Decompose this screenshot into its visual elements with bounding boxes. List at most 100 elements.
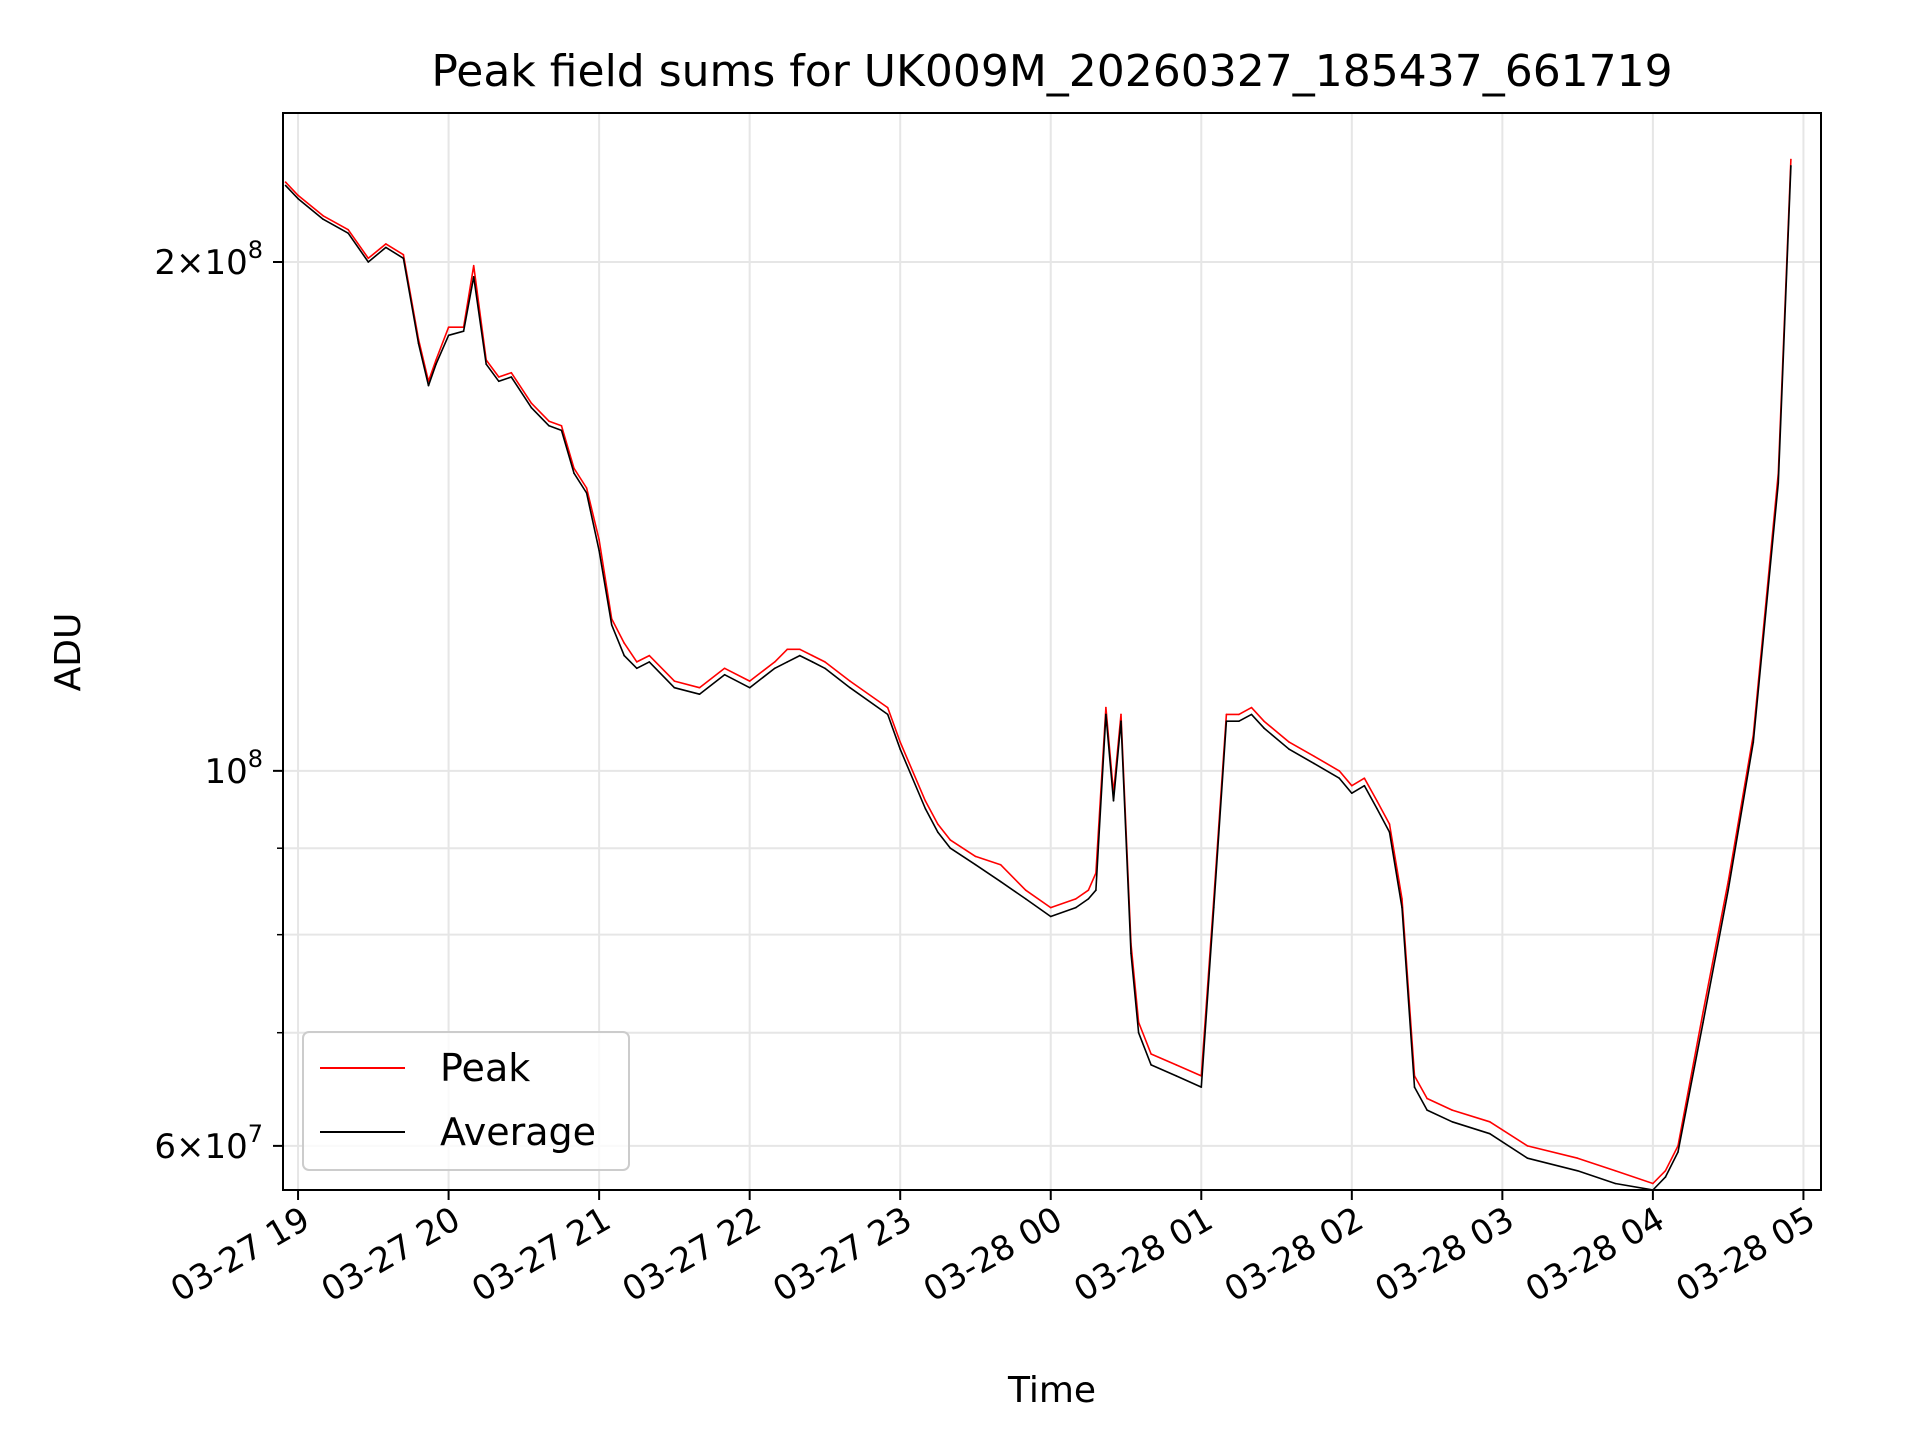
x-tick-label: 03-27 19 bbox=[164, 1199, 316, 1310]
x-axis-title: Time bbox=[1007, 1370, 1096, 1411]
data-point-average bbox=[1451, 1121, 1453, 1123]
data-point-average bbox=[347, 232, 350, 234]
data-point-peak bbox=[824, 661, 826, 663]
data-point-peak bbox=[698, 686, 701, 689]
x-tick-label: 03-27 22 bbox=[616, 1199, 768, 1310]
data-point-average bbox=[723, 673, 726, 676]
data-point-average bbox=[1664, 1176, 1667, 1178]
data-point-peak bbox=[435, 359, 437, 361]
data-point-average bbox=[1752, 741, 1755, 743]
data-point-average bbox=[1120, 720, 1122, 722]
data-point-average bbox=[485, 363, 488, 366]
data-point-peak bbox=[636, 661, 638, 663]
y-tick-label: 108 bbox=[204, 745, 263, 792]
data-point-peak bbox=[886, 706, 889, 709]
data-point-peak bbox=[1790, 158, 1792, 161]
data-point-average bbox=[1112, 800, 1115, 802]
data-point-average bbox=[899, 748, 901, 750]
data-point-average bbox=[1363, 784, 1366, 787]
data-point-peak bbox=[1024, 889, 1027, 891]
data-point-peak bbox=[1351, 784, 1353, 787]
data-point-average bbox=[1526, 1157, 1529, 1159]
data-point-average bbox=[1426, 1109, 1428, 1111]
data-point-average bbox=[367, 261, 370, 263]
data-point-average bbox=[748, 686, 751, 689]
data-point-average bbox=[598, 549, 600, 552]
data-point-average bbox=[560, 429, 563, 432]
data-point-average bbox=[1137, 1031, 1140, 1034]
data-point-peak bbox=[1263, 720, 1265, 722]
data-point-average bbox=[1175, 1075, 1177, 1077]
series-line-average bbox=[284, 165, 1792, 1191]
data-point-peak bbox=[510, 371, 513, 374]
data-point-average bbox=[774, 667, 776, 670]
data-point-peak bbox=[1313, 755, 1315, 758]
data-point-peak bbox=[385, 243, 387, 245]
data-point-peak bbox=[1238, 713, 1240, 716]
data-point-peak bbox=[849, 680, 851, 682]
data-point-peak bbox=[530, 402, 533, 405]
data-point-average bbox=[937, 831, 939, 833]
data-point-average bbox=[1095, 889, 1097, 891]
data-point-average bbox=[1576, 1170, 1579, 1172]
data-point-peak bbox=[1087, 889, 1090, 891]
data-point-peak bbox=[447, 326, 450, 329]
data-point-peak bbox=[748, 680, 751, 682]
data-point-average bbox=[811, 661, 814, 663]
data-point-average bbox=[1238, 720, 1240, 722]
data-point-average bbox=[1313, 762, 1315, 765]
data-point-average bbox=[636, 667, 638, 670]
data-point-average bbox=[1200, 1086, 1203, 1088]
data-point-average bbox=[1338, 777, 1341, 779]
data-point-average bbox=[284, 184, 287, 187]
data-point-peak bbox=[1120, 713, 1122, 716]
data-point-average bbox=[1388, 831, 1391, 833]
data-point-average bbox=[1024, 898, 1027, 900]
data-point-peak bbox=[498, 376, 500, 378]
data-point-peak bbox=[585, 487, 588, 489]
data-point-peak bbox=[1376, 800, 1378, 802]
data-point-peak bbox=[1049, 906, 1052, 909]
data-point-peak bbox=[1175, 1064, 1177, 1066]
data-point-peak bbox=[1489, 1121, 1491, 1123]
data-point-average bbox=[1049, 915, 1052, 918]
data-point-peak bbox=[1363, 777, 1366, 779]
data-point-peak bbox=[1614, 1170, 1617, 1172]
data-point-average bbox=[573, 472, 575, 475]
data-point-average bbox=[1614, 1182, 1617, 1185]
data-point-average bbox=[1401, 906, 1403, 909]
data-point-peak bbox=[673, 680, 676, 682]
data-point-average bbox=[462, 330, 465, 333]
data-point-peak bbox=[1526, 1145, 1529, 1147]
data-point-average bbox=[949, 847, 952, 849]
data-point-peak bbox=[623, 642, 625, 644]
data-point-average bbox=[1250, 713, 1253, 716]
data-point-peak bbox=[799, 648, 801, 651]
data-point-peak bbox=[573, 467, 575, 470]
data-point-average bbox=[1777, 482, 1780, 484]
data-point-average bbox=[427, 384, 430, 387]
data-point-average bbox=[585, 492, 588, 494]
data-point-average bbox=[297, 197, 299, 200]
data-point-peak bbox=[648, 654, 651, 657]
data-point-average bbox=[1075, 906, 1077, 909]
data-point-peak bbox=[1652, 1182, 1654, 1185]
data-point-average bbox=[498, 380, 500, 383]
legend-peak-label: Peak bbox=[440, 1046, 530, 1090]
data-point-average bbox=[1702, 1021, 1704, 1024]
data-point-peak bbox=[1451, 1109, 1453, 1111]
data-point-average bbox=[548, 425, 550, 427]
data-point-average bbox=[1087, 898, 1090, 900]
data-point-peak bbox=[1727, 880, 1729, 883]
x-tick-label: 03-27 20 bbox=[315, 1199, 467, 1310]
data-point-average bbox=[824, 667, 826, 670]
data-point-peak bbox=[974, 855, 977, 858]
data-point-average bbox=[1105, 713, 1107, 716]
data-point-average bbox=[999, 880, 1002, 883]
data-point-average bbox=[1130, 952, 1132, 955]
data-point-average bbox=[1790, 165, 1792, 167]
x-tick-label: 03-28 00 bbox=[917, 1199, 1069, 1310]
data-point-average bbox=[648, 661, 651, 663]
y-tick-label: 2×108 bbox=[154, 236, 263, 283]
